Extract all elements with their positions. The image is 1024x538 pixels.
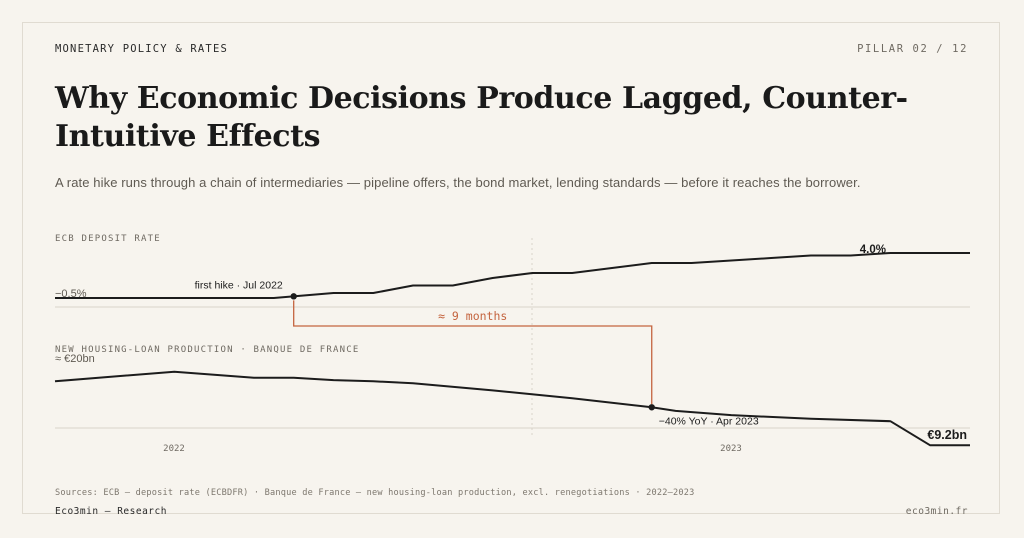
x-tick-2022: 2022 — [163, 444, 185, 454]
loans-start-label: ≈ €20bn — [55, 353, 95, 365]
chart-card — [22, 22, 1000, 514]
pillar-counter: PILLAR 02 / 12 — [857, 43, 968, 55]
lag-label-background — [426, 308, 519, 324]
brand-label: Eco3min — Research — [55, 506, 167, 517]
sources-note: Sources: ECB — deposit rate (ECBDFR) · B… — [55, 488, 695, 498]
page-subtitle: A rate hike runs through a chain of inte… — [55, 175, 861, 190]
section-kicker: MONETARY POLICY & RATES — [55, 43, 228, 55]
first-hike-marker — [290, 293, 297, 300]
rate-panel-label: ECB DEPOSIT RATE — [55, 234, 161, 244]
first-hike-annotation: first hike · Jul 2022 — [195, 279, 283, 291]
loans-panel-label: NEW HOUSING-LOAN PRODUCTION · BANQUE DE … — [55, 345, 359, 355]
rate-series-line — [55, 252, 970, 299]
trough-annotation: −40% YoY · Apr 2023 — [659, 415, 759, 427]
x-tick-2023: 2023 — [720, 444, 742, 454]
loans-end-label: €9.2bn — [927, 428, 967, 442]
page-title: Why Economic Decisions Produce Lagged, C… — [55, 81, 908, 154]
site-url: eco3min.fr — [905, 506, 968, 517]
lag-label: ≈ 9 months — [438, 309, 507, 323]
loans-series-line — [54, 370, 970, 447]
lag-bracket — [293, 300, 653, 405]
trough-marker — [648, 404, 655, 411]
